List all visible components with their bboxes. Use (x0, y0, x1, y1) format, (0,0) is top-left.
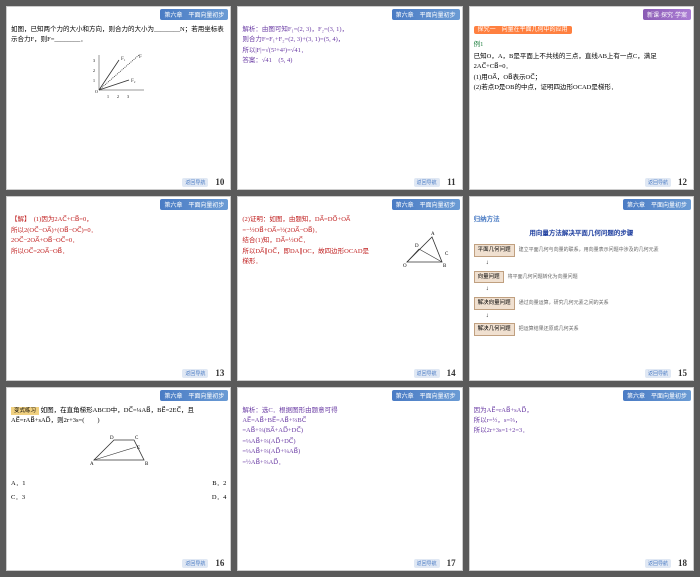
slide-12: 新课·探究·学案 探究一 向量在平面几何中的应用 例1 已知O，A，B是平面上不… (469, 6, 694, 190)
svg-text:D: D (110, 436, 114, 441)
slide-body: 解析：选C．根据图形由题意可得 AE⃗=AB⃗+BE⃗=AB⃗+⅔BC⃗ =AB… (242, 406, 457, 468)
return-button[interactable]: 返回导航 (645, 369, 671, 378)
slide-number: 15 (678, 368, 687, 378)
trapezoid-diagram: A B C D E (84, 430, 154, 474)
svg-text:2: 2 (117, 94, 119, 99)
svg-text:A: A (431, 232, 435, 237)
return-button[interactable]: 返回导航 (645, 178, 671, 187)
svg-text:C: C (135, 436, 139, 441)
slide-header: 第六章 平面向量初步 (392, 390, 460, 401)
slide-14: 第六章 平面向量初步 (2)证明：如图，由题知，DA⃗=DO⃗+OA⃗ =−½O… (237, 196, 462, 380)
svg-text:O: O (95, 89, 98, 94)
return-button[interactable]: 返回导航 (182, 369, 208, 378)
slide-header: 第六章 平面向量初步 (160, 390, 228, 401)
flow-step-3: 解决几何问题把运算结果还原成几何关系 (474, 321, 689, 338)
option-c[interactable]: C．3 (11, 493, 25, 503)
practice-tag: 变式练习 (11, 407, 39, 415)
return-button[interactable]: 返回导航 (645, 559, 671, 568)
svg-text:A: A (90, 462, 94, 467)
slide-body: 如图，在直角梯形ABCD中，DC⃗=¼AB⃗，BE⃗=2EC⃗，且AE⃗=rAB… (11, 407, 194, 424)
slide-body: 解析：由图可知F₁=(2, 3)，F₂=(3, 1)， 则合力F=F₁+F₂=(… (242, 25, 457, 67)
slide-17: 第六章 平面向量初步 解析：选C．根据图形由题意可得 AE⃗=AB⃗+BE⃗=A… (237, 387, 462, 571)
svg-text:E: E (137, 446, 140, 451)
svg-text:1: 1 (93, 78, 95, 83)
slide-header-sub: 新课·探究·学案 (643, 9, 691, 20)
slide-header: 第六章 平面向量初步 (623, 199, 691, 210)
svg-text:O: O (403, 264, 407, 269)
slide-18: 第六章 平面向量初步 因为AE⃗=rAB⃗+sAD⃗， 所以r=½，s=⅔， 所… (469, 387, 694, 571)
slide-number: 17 (447, 558, 456, 568)
svg-text:3: 3 (93, 58, 95, 63)
slide-10: 第六章 平面向量初步 如图，已知两个力的大小和方向，则合力的大小为_______… (6, 6, 231, 190)
svg-text:F₁: F₁ (121, 57, 126, 62)
svg-text:C: C (445, 252, 449, 257)
slide-16: 第六章 平面向量初步 变式练习 如图，在直角梯形ABCD中，DC⃗=¼AB⃗，B… (6, 387, 231, 571)
slide-number: 18 (678, 558, 687, 568)
section-title: 归纳方法 (474, 215, 689, 225)
return-button[interactable]: 返回导航 (414, 369, 440, 378)
slide-header: 第六章 平面向量初步 (160, 9, 228, 20)
return-button[interactable]: 返回导航 (414, 178, 440, 187)
slide-13: 第六章 平面向量初步 【解】 (1)因为2AC⃗+CB⃗=0， 所以2(OC⃗−… (6, 196, 231, 380)
svg-text:1: 1 (107, 94, 109, 99)
slide-body: 因为AE⃗=rAB⃗+sAD⃗， 所以r=½，s=⅔， 所以2r+3s=1+2=… (474, 406, 689, 437)
svg-text:B: B (145, 462, 149, 467)
slide-number: 11 (447, 177, 456, 187)
svg-text:D: D (415, 244, 419, 249)
slide-header: 第六章 平面向量初步 (160, 199, 228, 210)
svg-text:F: F (139, 55, 142, 60)
slide-number: 12 (678, 177, 687, 187)
method-title: 用向量方法解决平面几何问题的步骤 (474, 229, 689, 239)
slide-header: 第六章 平面向量初步 (392, 199, 460, 210)
slide-body: 已知O，A，B是平面上不共线的三点，直线AB上有一点C，满足2AC⃗+CB⃗=0… (474, 52, 689, 94)
svg-text:3: 3 (127, 94, 129, 99)
svg-text:2: 2 (93, 68, 95, 73)
svg-text:B: B (443, 264, 447, 269)
slide-body: 如图，已知两个力的大小和方向，则合力的大小为________N；若用坐标表示合力… (11, 26, 224, 43)
slide-header: 第六章 平面向量初步 (392, 9, 460, 20)
flow-step-2: 解决向量问题通过向量运算，研究几何元素之间的关系 (474, 295, 689, 312)
slide-11: 第六章 平面向量初步 解析：由图可知F₁=(2, 3)，F₂=(3, 1)， 则… (237, 6, 462, 190)
slide-body: (2)证明：如图，由题知，DA⃗=DO⃗+OA⃗ =−½OB⃗+OA⃗=½(2O… (242, 215, 371, 267)
option-b[interactable]: B．2 (212, 479, 226, 489)
return-button[interactable]: 返回导航 (182, 559, 208, 568)
slide-number: 14 (447, 368, 456, 378)
force-diagram: F₁ F₂ F O 1 2 3 1 2 3 (89, 50, 149, 100)
slide-number: 16 (215, 558, 224, 568)
return-button[interactable]: 返回导航 (414, 559, 440, 568)
option-a[interactable]: A．1 (11, 479, 25, 489)
return-button[interactable]: 返回导航 (182, 178, 208, 187)
slide-header: 第六章 平面向量初步 (623, 390, 691, 401)
svg-text:F₂: F₂ (131, 79, 136, 84)
explore-tag: 探究一 向量在平面几何中的应用 (474, 26, 572, 34)
slide-15: 第六章 平面向量初步 归纳方法 用向量方法解决平面几何问题的步骤 平面几何问题建… (469, 196, 694, 380)
option-d[interactable]: D．4 (212, 493, 226, 503)
slide-number: 13 (215, 368, 224, 378)
slide-body: 【解】 (1)因为2AC⃗+CB⃗=0， 所以2(OC⃗−OA⃗)+(OB⃗−O… (11, 215, 226, 257)
flow-step-1: 向量问题将平面几何问题转化为向量问题 (474, 269, 689, 286)
flow-step-0: 平面几何问题建立平面几何与向量的联系，用向量表示问题中涉及的几何元素 (474, 242, 689, 259)
slide-number: 10 (215, 177, 224, 187)
example-label: 例1 (474, 41, 484, 48)
triangle-diagram: O B A D C (397, 227, 452, 274)
